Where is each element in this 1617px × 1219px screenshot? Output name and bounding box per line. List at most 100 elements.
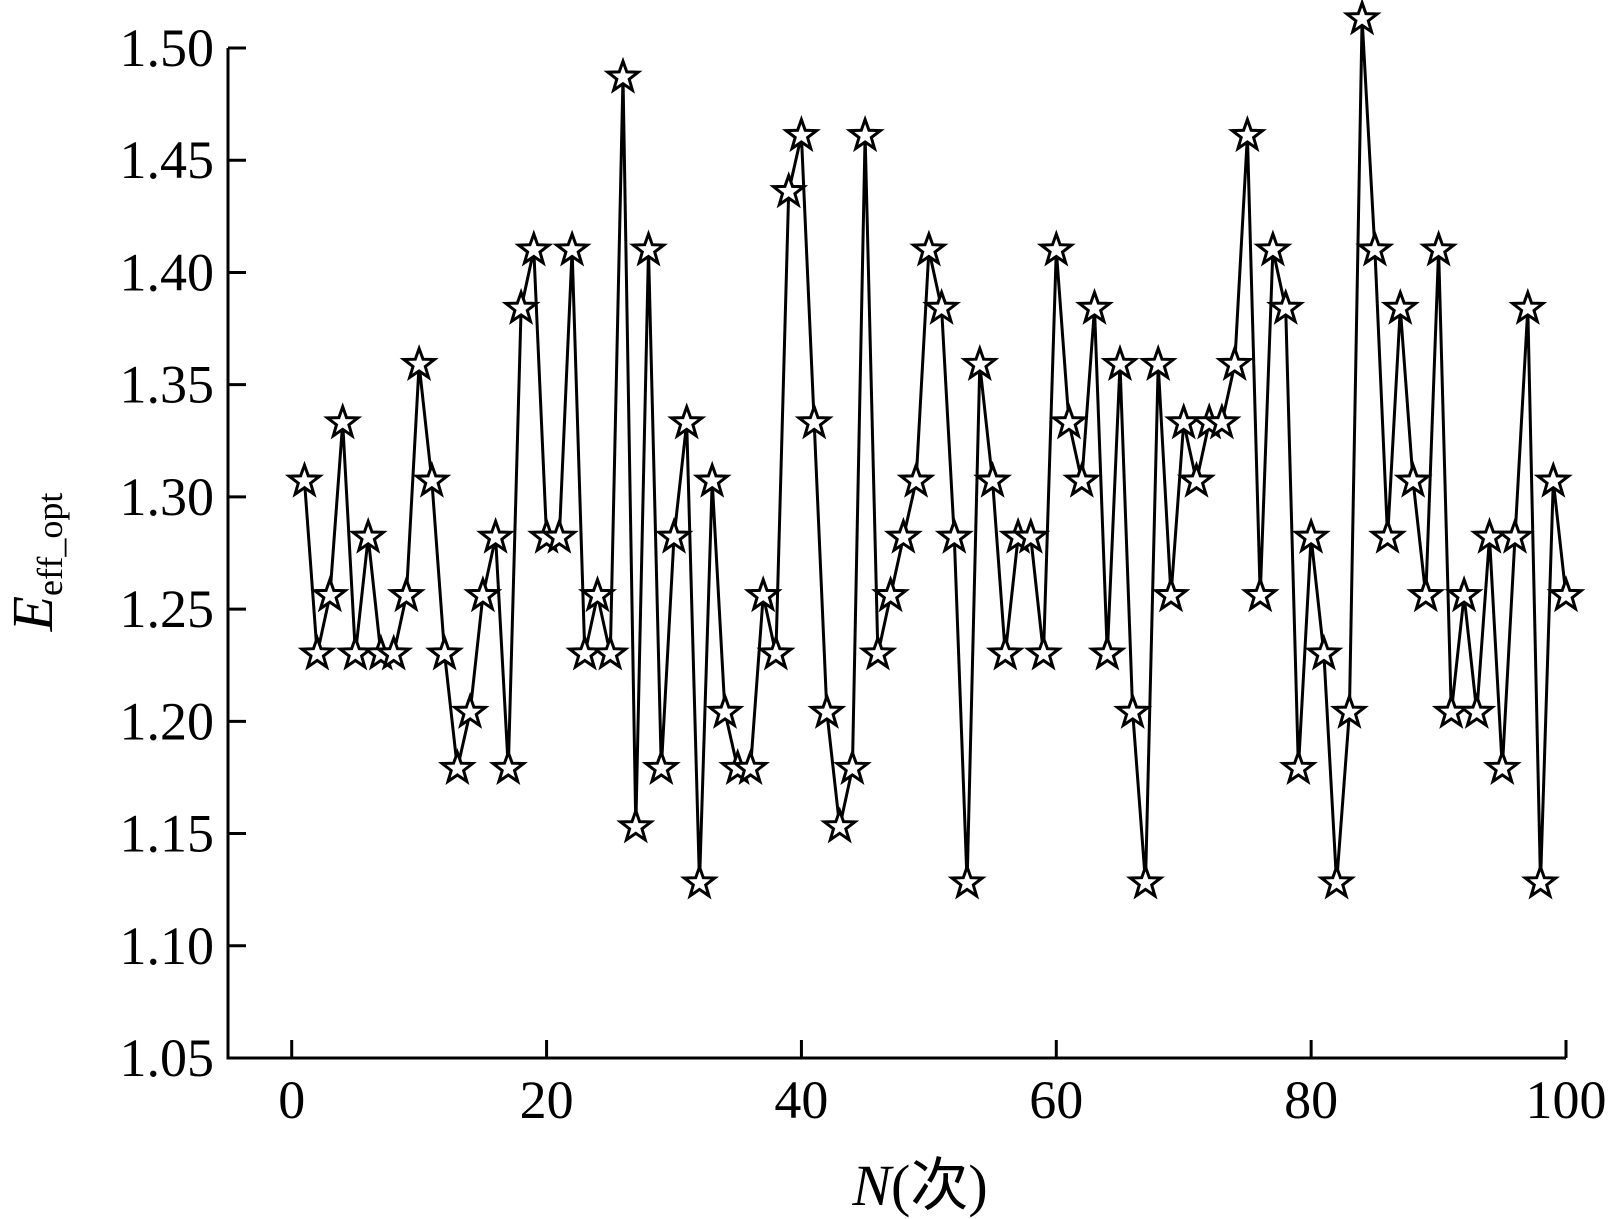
markers [284,0,1586,900]
data-point [832,748,872,785]
data-point [769,171,809,209]
data-point [1087,633,1127,671]
data-point [565,633,605,671]
data-point [1240,575,1280,613]
axes [226,48,1566,1060]
x-tick-label: 40 [774,1070,828,1130]
data-point [1419,229,1459,267]
data-point [578,575,618,613]
data-point [1431,691,1471,729]
data-point [629,229,668,267]
data-point [323,402,363,440]
x-axis-label: N(次) [851,1153,987,1218]
data-point [1266,287,1306,325]
data-point [386,575,426,613]
data-point [1342,0,1382,36]
data-point [820,806,860,844]
data-point [692,460,732,498]
data-point [1457,691,1497,729]
data-point [1291,516,1331,554]
y-tick-label: 1.40 [120,242,215,302]
data-point [1113,691,1153,729]
data-point [1317,862,1357,900]
data-point [450,691,490,729]
data-point [960,344,1000,381]
data-point [934,516,974,554]
data-point [1151,575,1191,613]
ticks: 1.05 1.10 1.15 1.20 1.25 1.30 1.35 1.40 1.45 1.50… [120,18,1607,1130]
data-point [1126,862,1165,900]
data-point [590,633,630,671]
data-point [603,56,643,94]
data-point [781,114,821,153]
data-point [1011,516,1051,554]
data-point [399,344,439,382]
data-point [871,575,911,613]
data-point [1508,287,1548,325]
data-point [1062,460,1102,498]
data-point [641,748,681,786]
data-point [705,691,745,729]
data-point [1393,460,1433,498]
data-point [1215,344,1255,381]
data-point [437,748,477,785]
data-point [896,460,936,498]
x-tick-label: 100 [1526,1070,1607,1130]
y-tick-label: 1.35 [120,355,215,415]
data-point [1049,402,1089,440]
data-point [985,633,1025,671]
data-point [514,229,554,267]
data-point [756,633,796,671]
data-point [922,287,962,325]
data-point [1546,575,1586,613]
x-tick-label: 60 [1029,1070,1083,1130]
data-point [1533,460,1573,498]
data-point [1329,691,1369,729]
data-point [909,229,949,267]
y-tick-label: 1.50 [120,18,215,78]
data-point [476,516,516,554]
y-tick-label: 1.30 [120,467,215,527]
data-point [858,633,898,671]
x-axis-label-var: N [851,1153,894,1218]
data-point [1278,748,1318,785]
data-point [1227,114,1267,153]
data-point [412,460,452,498]
y-tick-label: 1.05 [120,1028,215,1088]
data-point [1024,633,1064,671]
y-axis-label-sub: eff_opt [30,493,70,596]
x-tick-label: 0 [278,1070,305,1130]
data-point [1138,344,1178,381]
data-point [1202,402,1242,440]
data-point [539,516,579,554]
data-point [1482,748,1522,785]
data-point [284,460,324,498]
y-tick-label: 1.15 [120,804,215,864]
data-point [1355,229,1395,267]
data-point [616,806,656,844]
y-axis-label: Eeff_opt [0,493,70,633]
data-point [348,516,388,554]
data-point [654,516,694,554]
y-axis-label-base: E [0,596,65,632]
y-tick-label: 1.45 [120,130,215,190]
x-axis-label-unit: (次) [891,1153,988,1218]
data-point [667,402,707,440]
data-point [463,575,503,613]
data-point [310,575,350,613]
data-point [1444,575,1484,613]
data-point [1253,229,1293,267]
data-point [501,287,541,325]
series [303,18,1568,884]
data-point [1521,862,1560,900]
series-line [303,18,1568,884]
data-point [335,633,375,671]
data-point [730,748,770,786]
data-point [1100,344,1140,381]
x-tick-label: 80 [1284,1070,1338,1130]
y-tick-label: 1.20 [120,691,215,751]
data-point [807,691,847,729]
data-point [425,633,465,671]
data-point [374,633,414,671]
data-point [1406,575,1446,613]
